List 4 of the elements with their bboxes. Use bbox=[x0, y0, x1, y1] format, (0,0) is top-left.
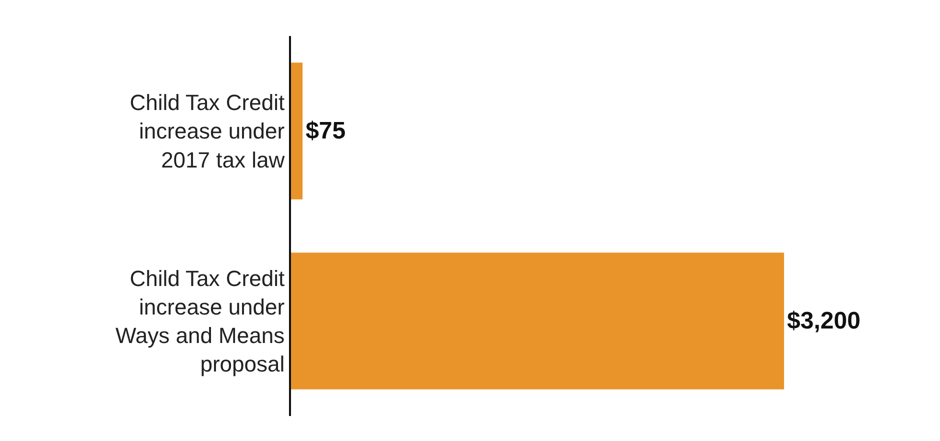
y-tick-label: Child Tax Credit increase under Ways and Means proposal bbox=[115, 266, 285, 377]
data-label: $3,200 bbox=[787, 308, 860, 334]
data-label: $75 bbox=[306, 118, 346, 144]
y-tick-label: Child Tax Credit increase under 2017 tax law bbox=[130, 90, 285, 172]
